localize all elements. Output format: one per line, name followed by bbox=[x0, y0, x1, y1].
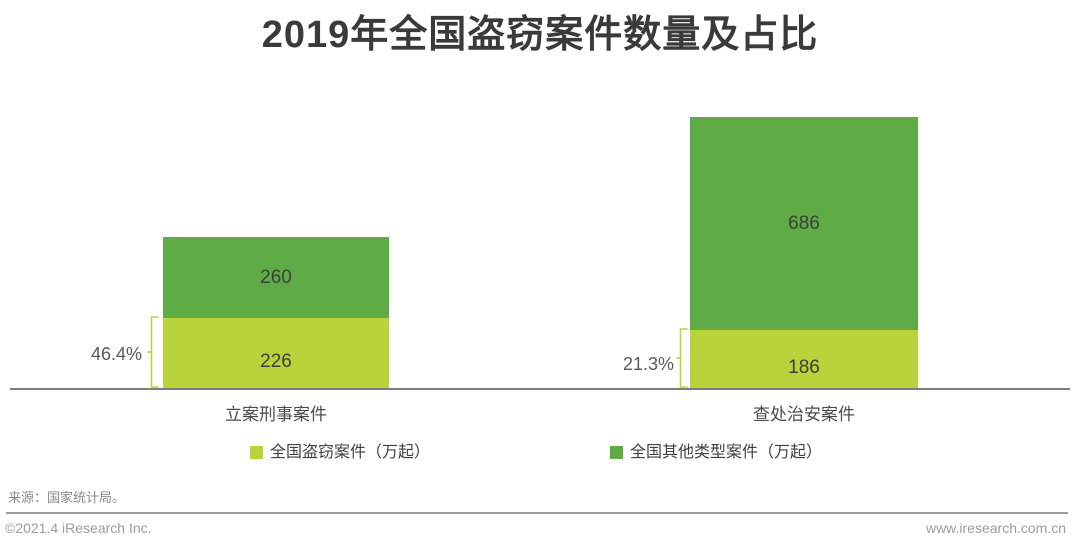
x-axis-line bbox=[10, 388, 1070, 390]
legend-swatch-dark-green bbox=[610, 446, 623, 459]
legend-label: 全国其他类型案件（万起） bbox=[630, 444, 823, 461]
segment-other-cases-security: 686 bbox=[690, 117, 918, 330]
source-note: 来源：国家统计局。 bbox=[8, 490, 126, 505]
segment-theft-cases-criminal: 226 bbox=[163, 318, 389, 388]
category-label-security: 查处治安案件 bbox=[753, 405, 855, 424]
copyright-text: ©2021.4 iResearch Inc. bbox=[5, 520, 152, 536]
percent-brace-security bbox=[676, 328, 688, 388]
percent-label-security: 21.3% bbox=[622, 354, 674, 374]
stacked-bar-criminal-cases: 260 226 bbox=[163, 237, 389, 388]
legend-item-other-cases: 全国其他类型案件（万起） bbox=[610, 444, 822, 461]
category-label-criminal: 立案刑事案件 bbox=[225, 405, 327, 424]
website-text: www.iresearch.com.cn bbox=[925, 520, 1066, 536]
chart-title: 2019年全国盗窃案件数量及占比 bbox=[261, 14, 819, 56]
percent-label-criminal: 46.4% bbox=[90, 344, 142, 364]
segment-value-label: 260 bbox=[260, 266, 292, 288]
percent-brace-criminal bbox=[147, 316, 159, 388]
segment-value-label: 226 bbox=[260, 351, 292, 372]
segment-value-label: 186 bbox=[788, 357, 820, 378]
legend-item-theft-cases: 全国盗窃案件（万起） bbox=[250, 444, 430, 461]
segment-other-cases-criminal: 260 bbox=[163, 237, 389, 318]
segment-value-label: 686 bbox=[788, 212, 820, 234]
footer-divider bbox=[6, 512, 1068, 514]
segment-theft-cases-security: 186 bbox=[690, 330, 918, 388]
legend-swatch-light-green bbox=[250, 446, 263, 459]
stacked-bar-security-cases: 686 186 bbox=[690, 117, 918, 388]
legend-label: 全国盗窃案件（万起） bbox=[270, 444, 431, 461]
